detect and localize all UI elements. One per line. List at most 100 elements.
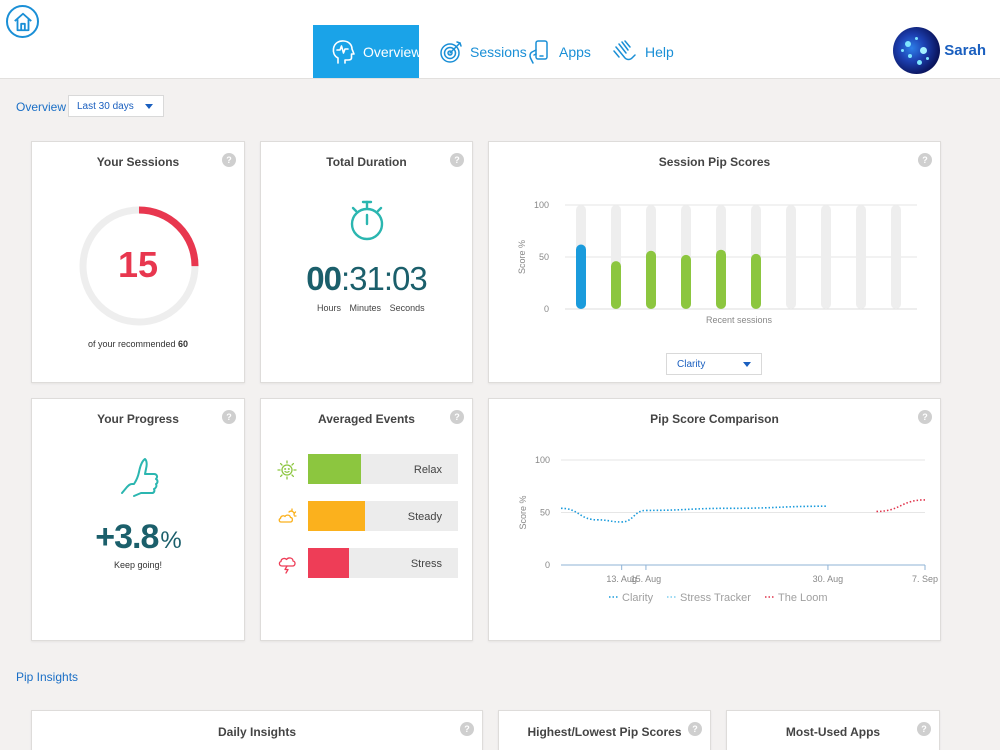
y-tick-label: 0 <box>544 304 549 314</box>
thumbs-up-icon <box>121 458 159 497</box>
avatar <box>893 27 941 74</box>
nav-tab-help[interactable]: Help <box>603 25 683 78</box>
y-tick-label: 50 <box>540 508 550 518</box>
nav-tab-overview[interactable]: Overview <box>313 25 421 78</box>
sessions-recommended-text: of your recommended 60 <box>32 339 244 349</box>
daily-insights-title: Daily Insights <box>217 725 297 739</box>
home-icon <box>13 12 32 31</box>
progress-message: Keep going! <box>113 560 163 570</box>
target-icon <box>438 39 464 65</box>
pip-scores-card: Session Pip Scores ? 0 50 100 Score % Recent… <box>488 141 941 383</box>
y-axis-label: Score % <box>517 240 527 274</box>
bar[interactable] <box>576 244 586 309</box>
help-icon[interactable]: ? <box>222 410 236 424</box>
x-axis-label: Recent sessions <box>706 315 773 325</box>
help-icon[interactable]: ? <box>460 722 474 736</box>
phone-hand-icon <box>525 38 553 66</box>
legend-label[interactable]: Clarity <box>622 592 654 604</box>
nav-tab-sessions-label: Sessions <box>470 43 527 60</box>
duration-seconds: 03 <box>392 260 428 297</box>
y-axis-label: Score % <box>518 495 528 529</box>
help-icon[interactable]: ? <box>688 722 702 736</box>
series-line[interactable] <box>560 505 828 523</box>
date-range-select[interactable]: Last 30 days <box>68 95 164 117</box>
bar-track <box>821 205 831 309</box>
y-tick-label: 50 <box>539 252 549 262</box>
user-name: Sarah <box>944 42 986 59</box>
user-profile[interactable]: Sarah <box>893 27 986 74</box>
storm-cloud-icon <box>278 557 296 574</box>
series-line[interactable] <box>876 499 926 513</box>
duration-minutes: 31 <box>349 260 385 297</box>
nav-tab-help-label: Help <box>645 43 674 60</box>
sessions-count: 15 <box>117 244 159 285</box>
x-tick-label: 30. Aug <box>813 574 844 584</box>
home-button[interactable] <box>6 5 39 38</box>
bar[interactable] <box>611 261 621 309</box>
most-used-apps-title: Most-Used Apps <box>785 725 881 739</box>
event-label-relax: Relax <box>413 464 442 476</box>
event-row-steady: Steady <box>277 501 458 531</box>
help-icon[interactable]: ? <box>222 153 236 167</box>
bar-track <box>786 205 796 309</box>
breadcrumb-overview: Overview <box>16 100 67 114</box>
legend-label[interactable]: Stress Tracker <box>680 592 751 604</box>
duration-label-hours: Hours <box>317 303 342 313</box>
event-bar-stress: Stress <box>308 548 458 578</box>
legend-label[interactable]: The Loom <box>778 592 828 604</box>
event-row-relax: Relax <box>277 454 458 484</box>
chevron-down-icon <box>743 362 751 367</box>
sessions-recommended-value: 60 <box>178 339 189 349</box>
cloud-sun-icon <box>278 508 297 523</box>
most-used-apps-card: Most-Used Apps ? <box>726 710 940 750</box>
pip-insights-heading: Pip Insights <box>16 670 79 684</box>
daily-insights-card: Daily Insights ? <box>31 710 483 750</box>
sessions-sub-prefix: of your recommended <box>87 339 176 349</box>
event-fill-relax <box>308 454 361 484</box>
nav-tab-sessions[interactable]: Sessions <box>419 25 527 78</box>
top-header: Overview Sessions Apps <box>0 0 1000 79</box>
pip-scores-chart: 0 50 100 Score % Recent sessions <box>517 200 917 325</box>
metric-select-value: Clarity <box>677 358 706 370</box>
event-row-stress: Stress <box>277 548 458 578</box>
bar[interactable] <box>716 249 726 309</box>
help-icon[interactable]: ? <box>918 410 932 424</box>
hand-wave-icon <box>611 38 639 66</box>
progress-unit: % <box>160 527 181 554</box>
progress-value: +3.8% <box>32 518 244 557</box>
x-tick-label: 7. Sep <box>912 574 938 584</box>
bar[interactable] <box>751 253 761 309</box>
comparison-card: Pip Score Comparison ? 0 50 100 Score % 13. … <box>488 398 941 641</box>
events-card-title: Averaged Events <box>318 412 415 426</box>
bar[interactable] <box>646 250 656 309</box>
sessions-card: Your Sessions ? 15 of your recommended 6… <box>31 141 245 383</box>
bar-track <box>856 205 866 309</box>
comparison-card-title: Pip Score Comparison <box>650 412 779 426</box>
chevron-down-icon <box>145 104 153 109</box>
metric-select[interactable]: Clarity <box>666 353 762 375</box>
help-icon[interactable]: ? <box>917 722 931 736</box>
sessions-ring <box>79 206 199 326</box>
main-nav: Overview Sessions Apps <box>313 25 683 78</box>
events-card: Averaged Events ? Relax Steady Stress <box>260 398 473 641</box>
y-tick-label: 100 <box>534 200 549 210</box>
x-tick-label: 15. Aug <box>631 574 662 584</box>
progress-card-title: Your Progress <box>97 412 179 426</box>
bar[interactable] <box>681 254 691 309</box>
nav-tab-apps-label: Apps <box>559 43 591 60</box>
nav-tab-apps[interactable]: Apps <box>519 25 603 78</box>
help-icon[interactable]: ? <box>450 410 464 424</box>
event-label-steady: Steady <box>407 511 442 523</box>
help-icon[interactable]: ? <box>918 153 932 167</box>
help-icon[interactable]: ? <box>450 153 464 167</box>
date-range-value: Last 30 days <box>77 100 134 112</box>
y-tick-label: 0 <box>545 560 550 570</box>
duration-card: Total Duration ? 00:31:03 Hours Minutes … <box>260 141 473 383</box>
pip-scores-card-title: Session Pip Scores <box>658 155 771 169</box>
duration-labels: Hours Minutes Seconds <box>317 303 431 313</box>
event-bar-relax: Relax <box>308 454 458 484</box>
stopwatch-icon <box>350 200 384 241</box>
duration-value: 00:31:03 <box>306 260 428 297</box>
high-low-scores-card: Highest/Lowest Pip Scores ? <box>498 710 711 750</box>
